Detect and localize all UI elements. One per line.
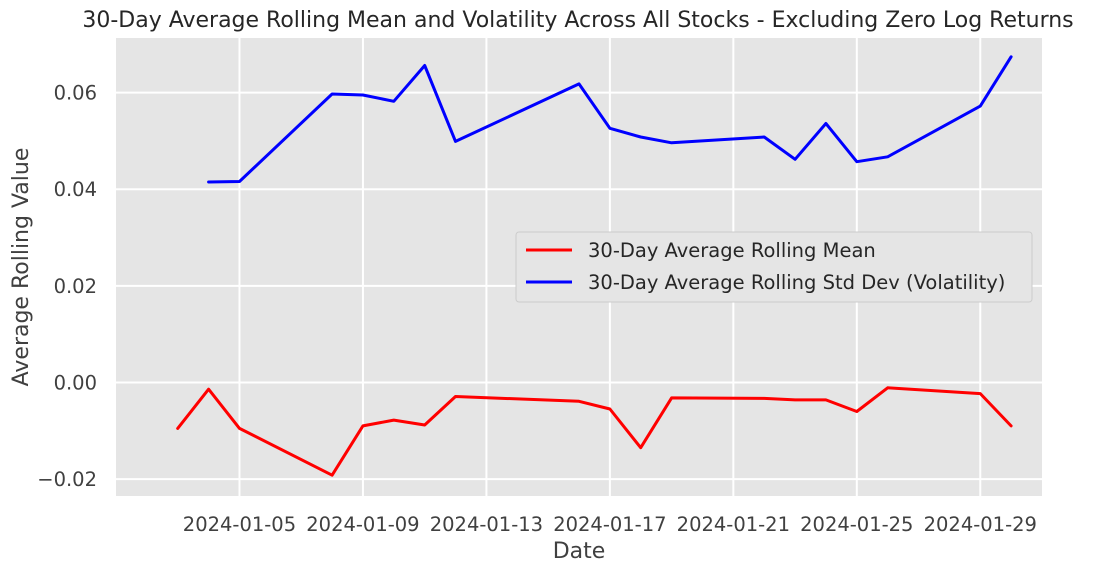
x-tick-label: 2024-01-29 xyxy=(924,513,1037,536)
x-axis-ticks: 2024-01-05 2024-01-09 2024-01-13 2024-01-17… xyxy=(183,513,1037,536)
x-tick-label: 2024-01-25 xyxy=(800,513,913,536)
y-axis-ticks: −0.02 0.00 0.02 0.04 0.06 xyxy=(37,82,97,491)
series-layer xyxy=(176,55,1013,477)
legend-label-mean: 30-Day Average Rolling Mean xyxy=(588,239,876,262)
legend: 30-Day Average Rolling Mean 30-Day Avera… xyxy=(515,231,1033,303)
y-tick-label: 0.06 xyxy=(54,82,97,105)
y-tick-label: 0.04 xyxy=(54,178,97,201)
series-line-rolling-std-dev xyxy=(207,55,1013,184)
x-tick-label: 2024-01-13 xyxy=(430,513,543,536)
y-axis-label: Average Rolling Value xyxy=(9,148,34,387)
chart-title: 30-Day Average Rolling Mean and Volatili… xyxy=(82,8,1073,33)
legend-box xyxy=(515,231,1033,303)
x-tick-label: 2024-01-09 xyxy=(306,513,419,536)
y-tick-label: 0.00 xyxy=(54,371,97,394)
x-tick-label: 2024-01-21 xyxy=(677,513,790,536)
x-axis-label: Date xyxy=(553,539,606,564)
y-tick-label: 0.02 xyxy=(54,275,97,298)
legend-label-volatility: 30-Day Average Rolling Std Dev (Volatili… xyxy=(588,271,1005,294)
series-line-rolling-mean xyxy=(176,386,1013,477)
y-tick-label: −0.02 xyxy=(37,468,97,491)
x-tick-label: 2024-01-05 xyxy=(183,513,296,536)
x-tick-label: 2024-01-17 xyxy=(553,513,666,536)
